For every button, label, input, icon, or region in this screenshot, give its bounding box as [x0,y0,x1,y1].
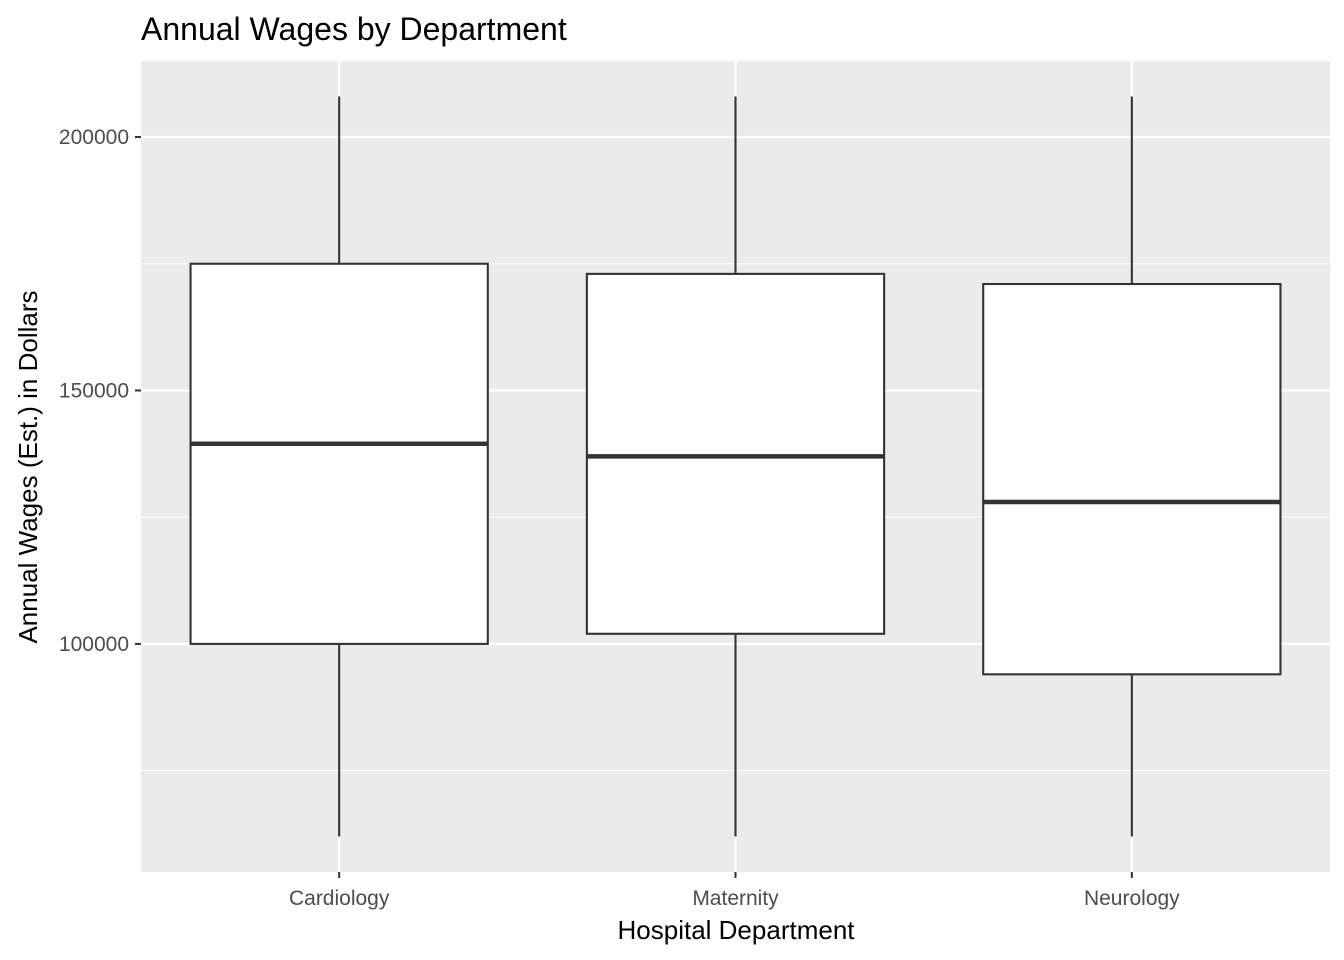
x-tick-label: Maternity [692,887,779,910]
iqr-box [585,272,886,635]
x-tick-label: Cardiology [289,887,390,910]
y-tick-label: 100000 [59,633,129,656]
x-axis-title: Hospital Department [618,915,856,945]
chart-title: Annual Wages by Department [141,11,567,47]
y-tick-label: 150000 [59,379,129,402]
y-axis: 100000 150000 200000 [59,126,141,656]
box-cardiology [189,96,489,837]
y-tick-label: 200000 [59,126,129,149]
iqr-box [982,282,1282,676]
box-neurology [982,96,1282,837]
iqr-box [189,262,489,645]
box-maternity [585,96,886,837]
boxplot-series [189,96,1282,837]
x-axis: Cardiology Maternity Neurology [289,872,1180,910]
x-tick-label: Neurology [1084,887,1180,910]
y-axis-title: Annual Wages (Est.) in Dollars [13,290,43,643]
